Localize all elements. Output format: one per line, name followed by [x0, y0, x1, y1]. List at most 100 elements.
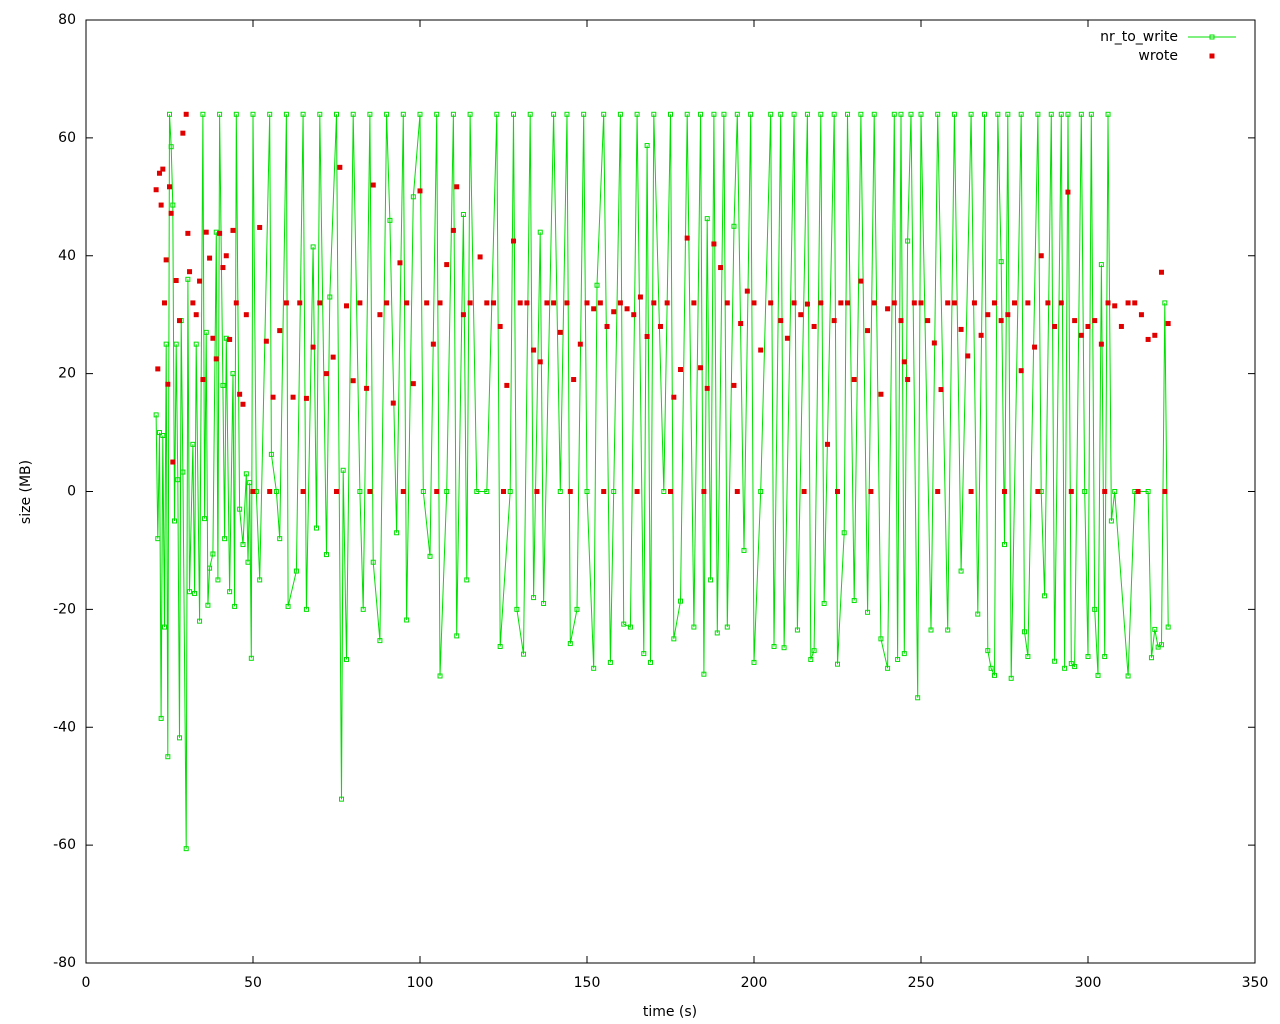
data-point: [293, 568, 299, 574]
data-point: [1105, 111, 1111, 117]
data-point: [1025, 654, 1031, 660]
data-point: [627, 624, 633, 630]
data-point: [698, 111, 704, 117]
legend-marker: [1209, 34, 1215, 40]
data-point: [1038, 253, 1044, 259]
data-point: [1145, 489, 1151, 494]
data-point: [738, 321, 744, 327]
data-point: [1108, 518, 1114, 524]
data-point: [248, 655, 254, 661]
x-tick-label: 200: [741, 975, 768, 991]
data-point: [153, 412, 159, 418]
data-point: [1072, 664, 1078, 670]
data-point: [1092, 318, 1098, 324]
data-point: [1052, 323, 1058, 329]
data-point: [768, 111, 774, 117]
data-point: [845, 300, 851, 306]
data-point: [173, 278, 179, 284]
data-point: [1132, 300, 1138, 306]
data-point: [227, 336, 233, 342]
data-point: [584, 489, 590, 494]
data-point: [257, 577, 263, 583]
data-point: [237, 391, 243, 397]
data-point: [330, 354, 336, 360]
data-point: [161, 624, 167, 630]
data-point: [197, 278, 203, 284]
data-point: [731, 382, 737, 388]
data-point: [981, 111, 987, 117]
data-point: [267, 489, 273, 494]
data-point: [668, 489, 673, 494]
data-point: [183, 846, 189, 852]
data-point: [821, 600, 827, 606]
data-point: [165, 381, 171, 387]
data-point: [768, 300, 774, 306]
data-point: [958, 326, 964, 332]
data-point: [156, 430, 162, 436]
data-point: [931, 340, 937, 346]
data-point: [527, 111, 533, 117]
data-point: [317, 300, 323, 306]
data-point: [200, 111, 206, 117]
data-point: [617, 111, 623, 117]
data-point: [404, 617, 410, 623]
data-point: [978, 332, 984, 338]
data-point: [350, 111, 356, 117]
data-point: [617, 300, 623, 306]
data-point: [250, 111, 256, 117]
data-point: [541, 600, 547, 606]
data-point: [804, 111, 810, 117]
data-point: [155, 536, 161, 542]
data-point: [168, 210, 174, 216]
data-point: [741, 547, 747, 553]
data-point: [283, 111, 289, 117]
data-point: [951, 300, 957, 306]
data-point: [607, 659, 613, 665]
data-point: [521, 651, 527, 657]
data-point: [657, 323, 663, 329]
data-point: [898, 318, 904, 324]
data-point: [794, 627, 800, 633]
data-point: [1162, 300, 1168, 306]
data-point: [718, 265, 724, 271]
data-point: [644, 143, 650, 149]
data-point: [531, 347, 537, 353]
data-point: [678, 598, 684, 604]
data-point: [290, 394, 296, 400]
data-point: [420, 489, 426, 494]
data-point: [597, 300, 603, 306]
data-point: [591, 306, 597, 312]
data-point: [574, 606, 580, 612]
data-point: [691, 624, 697, 630]
x-axis-label: time (s): [643, 1004, 697, 1020]
data-point: [734, 111, 740, 117]
data-point: [367, 111, 373, 117]
data-point: [277, 328, 283, 334]
data-point: [671, 394, 677, 400]
data-point: [925, 318, 931, 324]
data-point: [557, 329, 563, 335]
data-point: [1045, 300, 1051, 306]
data-point: [360, 606, 366, 612]
data-point: [985, 648, 991, 654]
data-point: [644, 333, 650, 339]
data-point: [1002, 542, 1007, 548]
data-point: [731, 223, 737, 229]
data-point: [991, 672, 997, 678]
data-point: [400, 489, 406, 494]
data-point: [1048, 111, 1054, 117]
data-point: [684, 111, 690, 117]
data-point: [998, 318, 1004, 324]
data-point: [237, 506, 243, 512]
data-point: [935, 489, 941, 494]
data-point: [871, 300, 877, 306]
data-point: [784, 335, 790, 341]
data-point: [1025, 300, 1031, 306]
data-point: [394, 530, 400, 536]
data-point: [1062, 665, 1068, 671]
data-point: [165, 754, 171, 760]
data-point: [210, 551, 216, 557]
data-point: [1072, 318, 1078, 324]
data-point: [901, 359, 907, 365]
data-point: [1152, 626, 1158, 632]
